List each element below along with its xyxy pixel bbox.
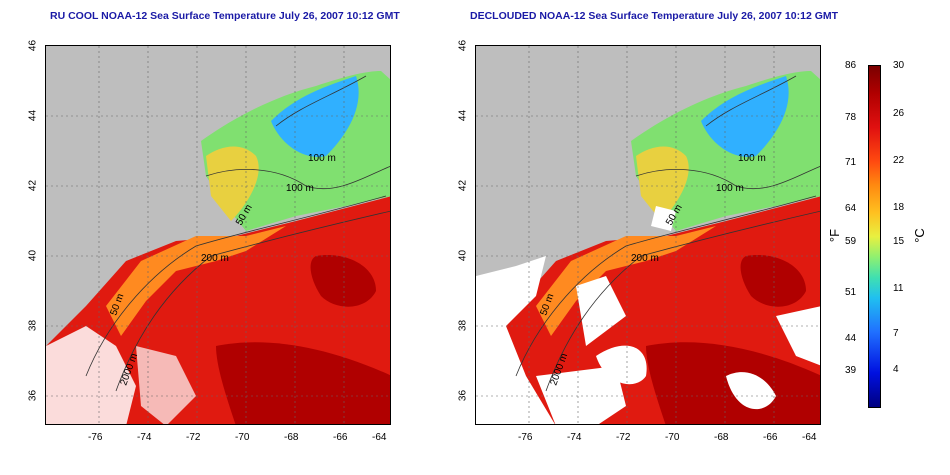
sst-map-raw: 100 m 100 m 50 m 200 m 50 m 2000 m — [45, 45, 391, 425]
hot-eddy — [740, 255, 806, 307]
lat-tick: 44 — [27, 109, 39, 122]
fahrenheit-tick: 86 — [845, 60, 857, 71]
celsius-tick: 15 — [893, 236, 905, 247]
depth-contour — [515, 195, 817, 377]
lat-tick: 46 — [457, 39, 469, 52]
lat-tick: 36 — [457, 389, 469, 402]
temperature-colorbar — [868, 65, 881, 408]
depth-contour — [205, 165, 390, 190]
hot-core — [216, 342, 390, 424]
lat-tick: 38 — [457, 319, 469, 332]
masked-area — [776, 306, 820, 366]
lat-tick: 46 — [27, 39, 39, 52]
lat-tick: 44 — [457, 109, 469, 122]
sst-map-decloud: 100 m 100 m 50 m 200 m 50 m 2000 m — [475, 45, 821, 425]
celsius-tick: 11 — [893, 283, 904, 294]
contour-label: 100 m — [716, 183, 744, 194]
depth-contour — [705, 75, 797, 127]
lon-tick: -74 — [137, 432, 152, 443]
lon-tick: -66 — [333, 432, 348, 443]
depth-contour — [275, 75, 367, 127]
lon-tick: -72 — [616, 432, 631, 443]
masked-area — [536, 366, 626, 424]
yellow-band — [636, 146, 689, 221]
lat-tick: 42 — [457, 179, 469, 192]
fahrenheit-tick: 51 — [845, 287, 857, 298]
left-map-title: RU COOL NOAA-12 Sea Surface Temperature … — [50, 10, 400, 22]
right-map-title: DECLOUDED NOAA-12 Sea Surface Temperatur… — [470, 10, 839, 22]
fahrenheit-tick: 78 — [845, 112, 857, 123]
lon-tick: -70 — [235, 432, 250, 443]
masked-area — [576, 276, 626, 346]
depth-contour — [635, 165, 820, 190]
lon-tick: -72 — [186, 432, 201, 443]
graticule — [476, 46, 820, 424]
lon-tick: -64 — [802, 432, 817, 443]
fahrenheit-tick: 39 — [845, 365, 857, 376]
celsius-tick: 7 — [893, 328, 899, 339]
shelf-water — [536, 226, 716, 336]
contour-label: 100 m — [308, 153, 336, 164]
lon-tick: -64 — [372, 432, 387, 443]
lon-tick: -70 — [665, 432, 680, 443]
lon-tick: -68 — [714, 432, 729, 443]
celsius-tick: 4 — [893, 364, 899, 375]
celsius-unit: °C — [911, 228, 927, 243]
lat-tick: 40 — [457, 249, 469, 262]
fahrenheit-unit: °F — [827, 228, 843, 243]
depth-contour — [85, 195, 387, 377]
fahrenheit-tick: 64 — [845, 203, 857, 214]
masked-area — [651, 206, 676, 231]
fahrenheit-tick: 59 — [845, 236, 857, 247]
lon-tick: -66 — [763, 432, 778, 443]
lat-tick: 42 — [27, 179, 39, 192]
lat-tick: 38 — [27, 319, 39, 332]
celsius-tick: 22 — [893, 155, 905, 166]
cloud-coast — [46, 326, 136, 424]
contour-label: 100 m — [286, 183, 314, 194]
fahrenheit-tick: 44 — [845, 333, 857, 344]
lon-tick: -76 — [518, 432, 533, 443]
shelf-water — [106, 226, 286, 336]
fahrenheit-tick: 71 — [845, 157, 857, 168]
cold-water — [271, 76, 359, 157]
celsius-tick: 30 — [893, 60, 905, 71]
lon-tick: -74 — [567, 432, 582, 443]
masked-area — [726, 372, 776, 410]
masked-area — [596, 345, 647, 385]
masked-area — [476, 256, 555, 424]
graticule — [46, 46, 390, 424]
hot-eddy — [310, 255, 376, 307]
celsius-tick: 26 — [893, 108, 905, 119]
contour-label: 200 m — [631, 253, 659, 264]
contour-label: 200 m — [201, 253, 229, 264]
lon-tick: -68 — [284, 432, 299, 443]
cold-water — [701, 76, 789, 157]
contour-label: 100 m — [738, 153, 766, 164]
lon-tick: -76 — [88, 432, 103, 443]
celsius-tick: 18 — [893, 202, 905, 213]
lat-tick: 36 — [27, 389, 39, 402]
yellow-band — [206, 146, 259, 221]
cloud-patch — [136, 346, 196, 424]
lat-tick: 40 — [27, 249, 39, 262]
